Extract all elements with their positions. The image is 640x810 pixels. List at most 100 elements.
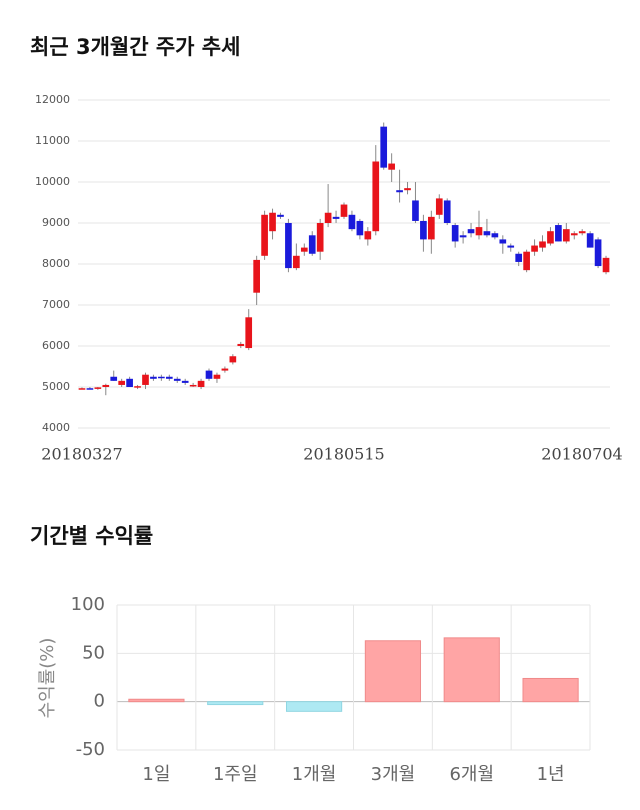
candle-body <box>539 241 546 248</box>
chart-title: 기간별 수익률 <box>30 524 153 548</box>
candle-body <box>507 245 515 248</box>
candle-body <box>515 253 523 262</box>
candle-body <box>221 368 229 371</box>
x-tick-label: 20180704 <box>541 445 622 464</box>
candle-body <box>586 233 594 248</box>
candle-body <box>213 374 221 379</box>
candle-body <box>269 212 276 232</box>
candle-body <box>308 235 316 254</box>
candle-body <box>356 220 364 236</box>
candle-body <box>158 376 165 379</box>
x-tick-label: 1개월 <box>292 764 337 785</box>
candle-body <box>110 376 118 381</box>
candle-body <box>388 163 395 170</box>
y-tick-label: 7000 <box>42 298 70 311</box>
candle-body <box>332 216 340 219</box>
candle-body <box>475 227 483 236</box>
candle-body <box>499 239 507 244</box>
candle-body <box>340 204 348 217</box>
candle-body <box>78 388 86 390</box>
candle-body <box>102 384 110 387</box>
candle-body <box>459 235 467 238</box>
y-tick-label: -50 <box>76 739 105 760</box>
x-tick-label: 3개월 <box>371 764 416 785</box>
candle-body <box>126 378 133 387</box>
candle-body <box>396 190 403 193</box>
y-tick-label: 9000 <box>42 216 70 229</box>
candle-body <box>570 233 578 236</box>
candle-body <box>547 231 554 244</box>
candle-body <box>348 214 356 230</box>
x-tick-label: 6개월 <box>449 764 494 785</box>
candle-body <box>578 231 586 234</box>
candle-body <box>555 225 562 242</box>
y-tick-label: 100 <box>71 594 105 615</box>
candle-body <box>86 388 94 390</box>
bar <box>128 698 185 703</box>
candle-body <box>435 198 443 215</box>
chart-title: 최근 3개월간 주가 추세 <box>30 35 240 59</box>
bar <box>285 701 343 712</box>
candle-body <box>372 161 380 232</box>
candle-body <box>134 386 141 388</box>
candle-body <box>173 378 181 381</box>
candle-body <box>150 376 157 379</box>
candle-body <box>205 370 213 379</box>
candle-body <box>594 239 602 267</box>
y-axis-label: 수익률(%) <box>37 638 58 719</box>
y-tick-label: 50 <box>82 642 105 663</box>
candle-body <box>197 380 205 387</box>
candle-body <box>523 251 530 271</box>
candle-body <box>443 200 451 223</box>
y-tick-label: 0 <box>94 691 105 712</box>
y-tick-label: 10000 <box>35 175 70 188</box>
candle-body <box>94 387 102 389</box>
x-tick-label: 1년 <box>537 764 565 785</box>
candle-body <box>562 229 570 242</box>
candle-body <box>293 255 300 269</box>
candle-body <box>364 231 372 240</box>
candle-body <box>253 259 260 293</box>
candle-body <box>380 126 388 168</box>
x-tick-label: 1주일 <box>213 764 258 785</box>
candle-body <box>245 317 253 349</box>
candle-body <box>277 214 284 217</box>
candle-body <box>142 374 149 385</box>
candle-body <box>237 343 245 346</box>
bar <box>443 637 500 703</box>
candle-body <box>602 257 610 273</box>
x-tick-label: 20180327 <box>41 445 122 464</box>
candle-body <box>300 247 308 252</box>
bar <box>207 701 264 706</box>
candle-body <box>229 356 237 363</box>
y-tick-label: 6000 <box>42 339 70 352</box>
y-tick-label: 4000 <box>42 421 70 434</box>
candle-body <box>118 380 126 385</box>
bar <box>522 677 579 703</box>
candle-body <box>261 214 268 256</box>
candle-body <box>412 200 419 221</box>
bar <box>364 640 422 703</box>
candle-body <box>181 380 189 383</box>
candle-body <box>404 188 411 191</box>
y-tick-label: 8000 <box>42 257 70 270</box>
candle-body <box>467 229 475 234</box>
y-tick-label: 11000 <box>35 134 70 147</box>
candle-body <box>316 223 324 252</box>
candle-body <box>189 384 197 387</box>
candle-body <box>420 220 427 240</box>
candle-body <box>428 216 435 240</box>
candle-body <box>324 212 332 223</box>
y-tick-label: 12000 <box>35 93 70 106</box>
x-tick-label: 1일 <box>142 764 170 785</box>
candle-body <box>531 245 538 252</box>
candle-body <box>491 233 499 238</box>
candle-body <box>451 225 459 242</box>
candle-body <box>285 223 292 269</box>
x-tick-label: 20180515 <box>303 445 384 464</box>
candle-body <box>165 376 173 379</box>
y-tick-label: 5000 <box>42 380 70 393</box>
candle-body <box>483 231 491 236</box>
